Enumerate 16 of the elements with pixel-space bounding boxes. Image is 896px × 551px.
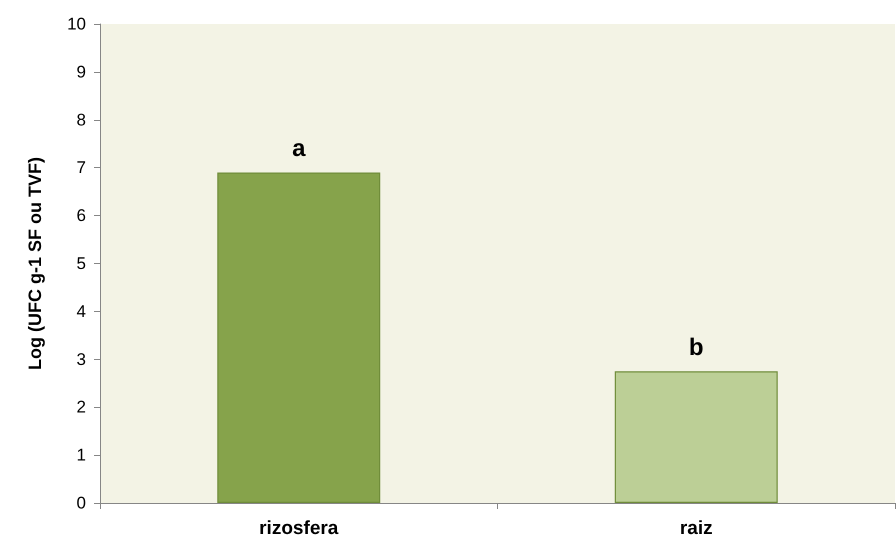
x-tick-label: raiz (680, 518, 713, 539)
y-tick-label: 0 (76, 494, 86, 512)
y-tick-label: 3 (76, 350, 86, 369)
y-tick-label: 8 (76, 110, 86, 130)
annotation: b (688, 334, 704, 361)
y-tick-label: 6 (76, 206, 86, 226)
y-tick-label: 5 (76, 254, 86, 273)
y-tick-label: 7 (76, 158, 86, 178)
annotation: a (292, 134, 306, 162)
x-tick-label: rizosfera (259, 518, 339, 539)
y-tick-label: 10 (67, 14, 86, 34)
y-axis-title: Log (UFC g-1 SF ou TVF) (25, 157, 45, 370)
y-tick-label: 9 (76, 62, 86, 82)
y-tick-label: 4 (76, 302, 86, 321)
y-tick-label: 1 (76, 446, 86, 465)
y-tick-label: 2 (76, 398, 86, 417)
